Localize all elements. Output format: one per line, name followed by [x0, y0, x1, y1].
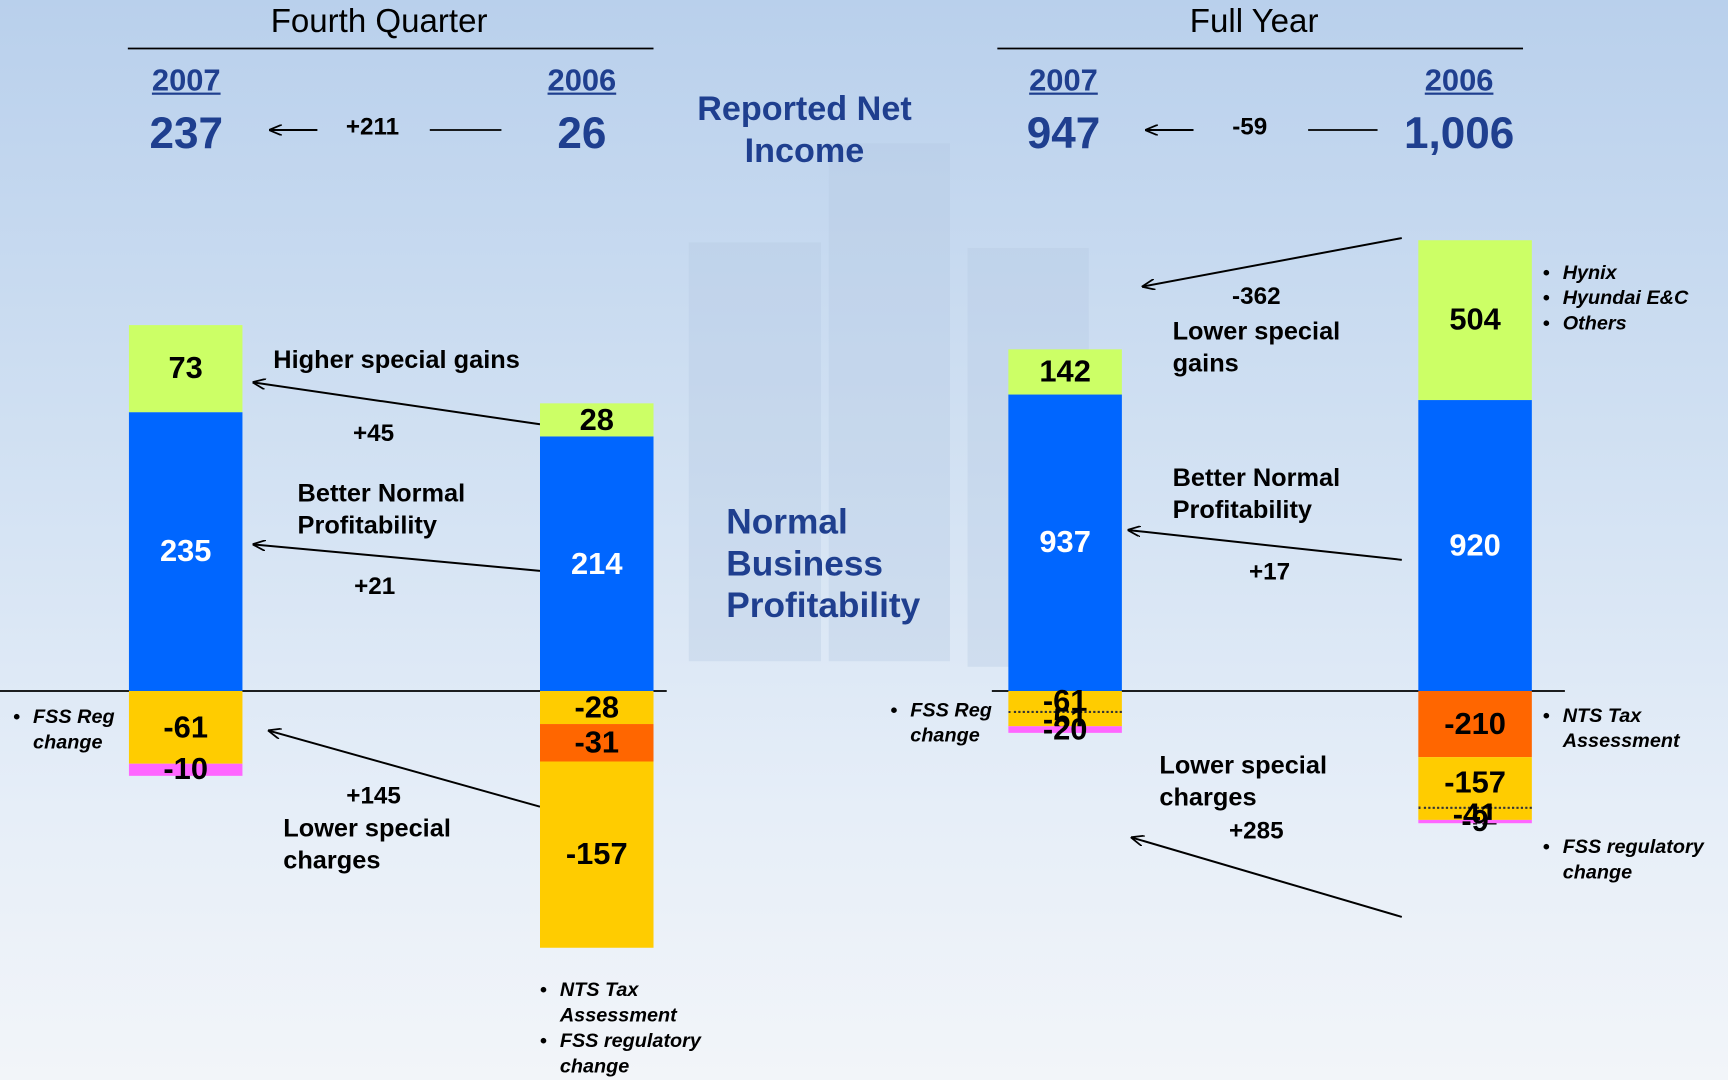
segment-label: -157 — [1444, 764, 1506, 799]
year-label: 2006 — [547, 62, 617, 97]
watermark — [688, 242, 822, 662]
bar-segment: -20 — [1008, 712, 1122, 746]
note-list: FSS regulatory change — [1543, 834, 1728, 885]
year-label: 2007 — [151, 62, 221, 97]
annotation-change: -362 — [1232, 282, 1281, 310]
note-item: NTS Tax Assessment — [1543, 703, 1708, 754]
annotation-arrow — [253, 382, 541, 426]
segment-label: 504 — [1449, 302, 1501, 337]
net-income-change: -59 — [1232, 112, 1268, 140]
annotation-arrow — [1143, 237, 1402, 286]
annotation-arrow — [1128, 530, 1402, 561]
annotation-label: Lower special charges — [1159, 750, 1327, 812]
watermark — [828, 143, 950, 662]
bar-segment: 28 — [539, 402, 654, 437]
net-income: 237 — [149, 109, 224, 159]
segment-label: -41 — [1452, 797, 1498, 832]
segment-label: 214 — [571, 546, 623, 581]
note-item: Others — [1543, 311, 1719, 336]
segment-label: 142 — [1039, 354, 1091, 389]
segment-label: 920 — [1449, 527, 1501, 562]
net-income-change: +211 — [345, 112, 400, 140]
reported-label: Reported Net Income — [697, 89, 912, 170]
bar-segment: -157 — [1418, 757, 1532, 808]
bar-segment: 214 — [539, 436, 654, 691]
panel-title: Fourth Quarter — [270, 3, 488, 40]
note-list: FSS Reg change — [890, 698, 1011, 749]
segment-label: 937 — [1039, 525, 1091, 560]
normal-label: Normal Business Profitability — [726, 501, 921, 625]
net-income: 947 — [1026, 109, 1101, 159]
annotation-change: +45 — [353, 418, 395, 447]
net-income: 1,006 — [1403, 109, 1515, 159]
annotation-arrow — [253, 544, 541, 572]
net-income: 26 — [557, 109, 607, 159]
segment-label: -210 — [1444, 706, 1506, 741]
annotation-label: Better Normal Profitability — [1172, 462, 1341, 524]
note-item: FSS regulatory change — [1543, 834, 1728, 885]
bar-segment: -210 — [1418, 690, 1532, 758]
annotation-label: Lower special gains — [1172, 316, 1341, 377]
annotation-label: Better Normal Profitability — [297, 478, 466, 539]
bar-segment: 73 — [128, 325, 243, 412]
note-list: FSS Reg change — [13, 704, 134, 755]
note-list: HynixHyundai E&COthers — [1543, 260, 1719, 336]
note-list: NTS Tax Assessment — [1543, 703, 1708, 754]
year-label: 2006 — [1424, 62, 1494, 97]
bar-segment: 504 — [1418, 240, 1532, 400]
note-item: Hynix — [1543, 260, 1719, 285]
annotation-label: Lower special charges — [283, 813, 451, 874]
note-item: NTS Tax Assessment — [540, 978, 722, 1029]
annotation-arrow — [269, 731, 541, 808]
annotation-change: +285 — [1229, 816, 1284, 845]
bar-segment: -41 — [1418, 797, 1532, 831]
segment-label: 235 — [159, 533, 212, 568]
annotation-change: +17 — [1248, 557, 1291, 586]
bar-segment: 937 — [1008, 394, 1122, 691]
segment-label: 73 — [168, 350, 203, 385]
annotation-arrow — [1132, 838, 1403, 918]
bar-segment: -28 — [539, 689, 654, 725]
note-item: FSS Reg change — [13, 704, 134, 755]
annotation-change: +145 — [346, 781, 401, 809]
segment-label: 28 — [579, 402, 614, 437]
segment-label: -61 — [163, 709, 208, 744]
bar-segment: 142 — [1008, 349, 1122, 395]
segment-label: -28 — [574, 689, 620, 725]
bar-segment: -31 — [539, 724, 654, 762]
segment-label: -157 — [565, 836, 628, 871]
bar-segment: -157 — [539, 761, 654, 948]
segment-label: -10 — [163, 751, 208, 786]
year-label: 2007 — [1029, 62, 1098, 97]
segment-label: -9 — [1461, 803, 1489, 839]
annotation-change: +21 — [354, 571, 396, 600]
note-item: FSS Reg change — [890, 698, 1011, 749]
bar-segment: -10 — [128, 752, 243, 786]
note-list: NTS Tax AssessmentFSS regulatory change — [540, 978, 722, 1079]
bar-segment: -61 — [128, 690, 243, 764]
note-item: Hyundai E&C — [1543, 285, 1719, 310]
segment-label: -20 — [1042, 711, 1088, 747]
annotation-label: Higher special gains — [273, 344, 520, 374]
bar-segment: 920 — [1418, 399, 1532, 691]
segment-label: -31 — [574, 725, 620, 760]
bar-segment: -9 — [1418, 804, 1532, 838]
panel-title: Full Year — [1189, 3, 1319, 40]
note-item: FSS regulatory change — [540, 1028, 722, 1079]
bar-segment: 235 — [128, 411, 243, 691]
